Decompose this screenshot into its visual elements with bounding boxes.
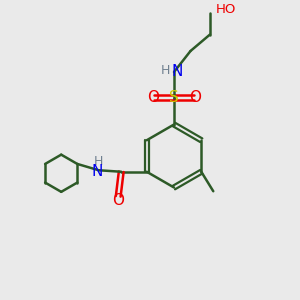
Text: N: N (92, 164, 103, 179)
Text: O: O (189, 90, 201, 105)
Text: HO: HO (215, 3, 236, 16)
Text: H: H (94, 155, 104, 168)
Text: O: O (147, 90, 159, 105)
Text: S: S (169, 90, 179, 105)
Text: H: H (161, 64, 170, 77)
Text: N: N (171, 64, 183, 80)
Text: O: O (112, 194, 124, 208)
